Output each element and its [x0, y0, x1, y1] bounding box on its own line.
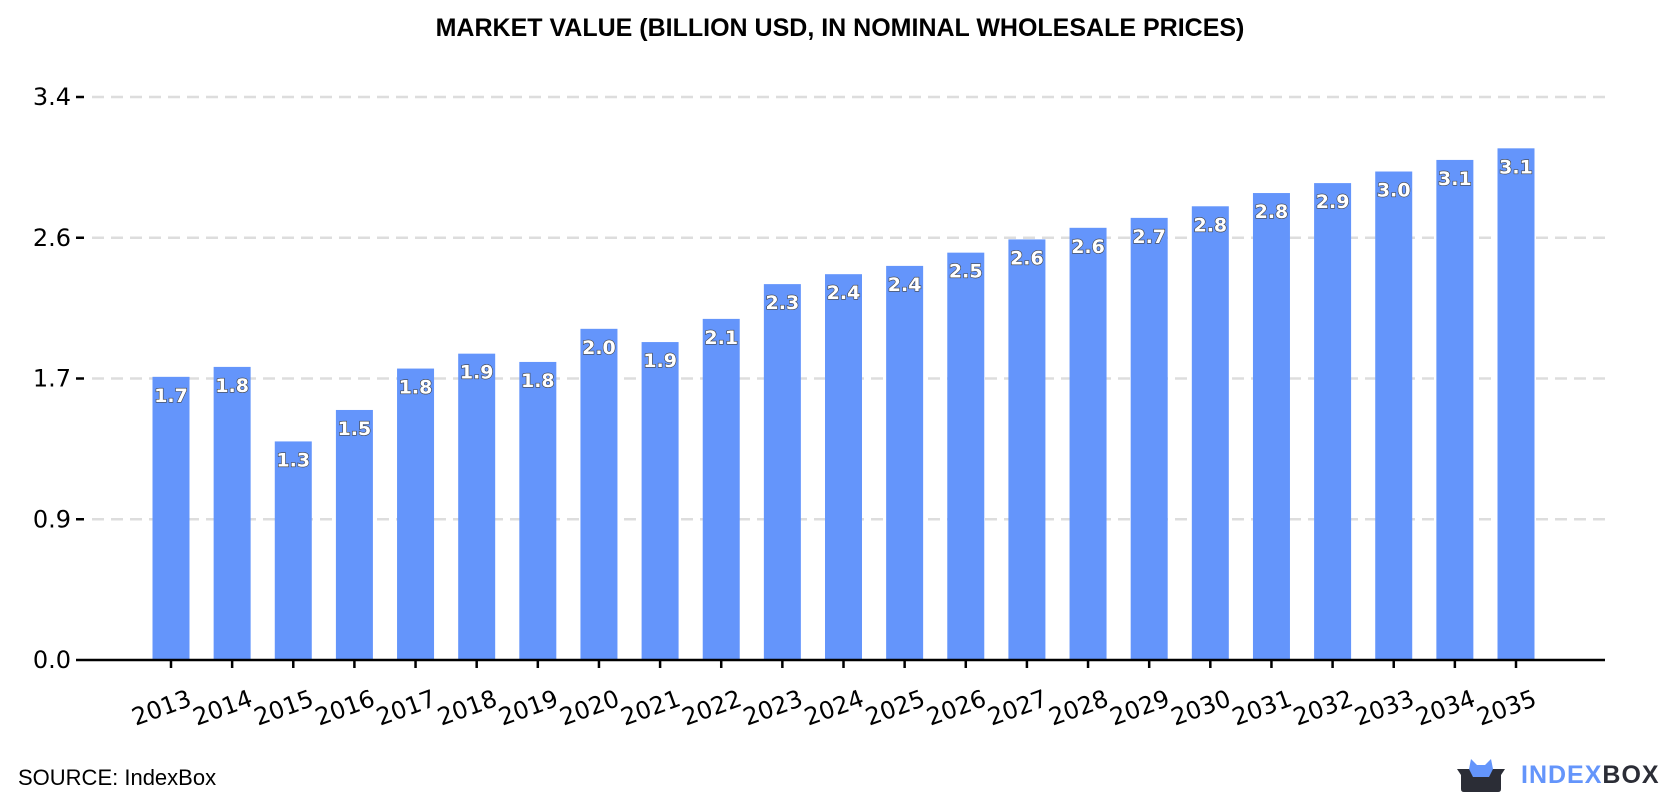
x-tick-label: 2013 [128, 684, 195, 731]
data-label: 1.8 [521, 370, 555, 392]
logo-text-box: BOX [1602, 760, 1660, 789]
data-label: 2.3 [766, 292, 800, 314]
bar-2014 [213, 366, 251, 660]
data-label: 1.8 [215, 375, 249, 397]
indexbox-logo: INDEXBOX [1455, 757, 1660, 793]
x-tick-label: 2026 [923, 684, 990, 731]
y-tick-label: 2.6 [33, 224, 71, 252]
bar-2022 [702, 318, 740, 660]
data-label: 2.5 [949, 261, 983, 283]
x-tick-label: 2031 [1229, 684, 1296, 731]
data-label: 3.1 [1438, 168, 1472, 190]
bar-2029 [1130, 217, 1168, 661]
x-tick-label: 2023 [739, 684, 806, 731]
x-tick-label: 2019 [495, 684, 562, 731]
bar-2017 [397, 368, 435, 660]
box-logo-icon [1457, 759, 1505, 792]
bar-2021 [641, 342, 679, 660]
data-label: 1.9 [460, 362, 494, 384]
x-tick-label: 2024 [801, 684, 868, 731]
x-tick-label: 2014 [189, 684, 256, 731]
data-label: 2.7 [1132, 226, 1166, 248]
data-label: 1.5 [338, 418, 372, 440]
data-label: 2.4 [888, 274, 922, 296]
x-tick-label: 2033 [1351, 684, 1418, 731]
bar-2031 [1252, 193, 1290, 660]
x-tick-label: 2016 [311, 684, 378, 731]
x-tick-label: 2035 [1473, 684, 1540, 731]
bar-2035 [1497, 148, 1535, 661]
data-label: 2.6 [1010, 247, 1044, 269]
bar-2034 [1436, 159, 1474, 660]
bar-chart: 0.0 0.9 1.7 2.6 3.4 1.7 2013 1.8 2014 1.3 2015 1.5 2… [33, 83, 1605, 732]
data-label: 1.3 [276, 449, 310, 471]
bar-2026 [947, 252, 985, 660]
x-tick-label: 2029 [1106, 684, 1173, 731]
x-tick-label: 2025 [862, 684, 929, 731]
y-tick-label: 0.9 [33, 505, 71, 533]
bar-2024 [825, 274, 862, 660]
chart-title: MARKET VALUE (BILLION USD, IN NOMINAL WH… [435, 14, 1245, 42]
bar-2023 [763, 284, 801, 660]
x-tick-label: 2021 [617, 684, 684, 731]
data-label: 2.4 [827, 282, 861, 304]
data-label: 1.7 [154, 385, 188, 407]
x-tick-label: 2015 [250, 684, 317, 731]
bar-2019 [519, 361, 557, 660]
source-label: SOURCE: IndexBox [18, 765, 217, 790]
bar-2025 [886, 265, 924, 660]
y-tick-label: 3.4 [33, 83, 71, 111]
bar-2016 [335, 409, 373, 660]
bar-2030 [1191, 206, 1229, 660]
bar-2013 [152, 376, 190, 660]
data-label: 2.8 [1193, 214, 1227, 236]
bar-2027 [1008, 239, 1046, 660]
data-label: 3.1 [1499, 156, 1533, 178]
data-label: 2.0 [582, 337, 616, 359]
x-tick-label: 2032 [1290, 684, 1357, 731]
bar-2028 [1069, 227, 1107, 661]
x-tick-label: 2028 [1045, 684, 1112, 731]
data-label: 2.9 [1316, 191, 1350, 213]
data-label: 3.0 [1377, 180, 1411, 202]
x-tick-label: 2027 [984, 684, 1051, 731]
bar-2018 [458, 353, 496, 660]
data-label: 1.9 [643, 350, 677, 372]
x-tick-label: 2020 [556, 684, 623, 731]
data-label: 2.6 [1071, 236, 1105, 258]
data-label: 2.1 [704, 327, 738, 349]
x-tick-label: 2022 [678, 684, 745, 731]
x-tick-label: 2034 [1412, 684, 1479, 731]
x-tick-label: 2030 [1167, 684, 1234, 731]
y-tick-label: 1.7 [33, 365, 71, 393]
bar-2015 [274, 441, 312, 660]
x-tick-label: 2018 [434, 684, 501, 731]
bar-2032 [1314, 183, 1352, 660]
bar-2033 [1375, 171, 1413, 660]
data-label: 2.8 [1255, 201, 1289, 223]
bar-2020 [580, 328, 618, 660]
data-label: 1.8 [399, 377, 433, 399]
x-tick-label: 2017 [373, 684, 440, 731]
logo-text-index: INDEX [1521, 760, 1603, 789]
y-tick-label: 0.0 [33, 646, 71, 674]
